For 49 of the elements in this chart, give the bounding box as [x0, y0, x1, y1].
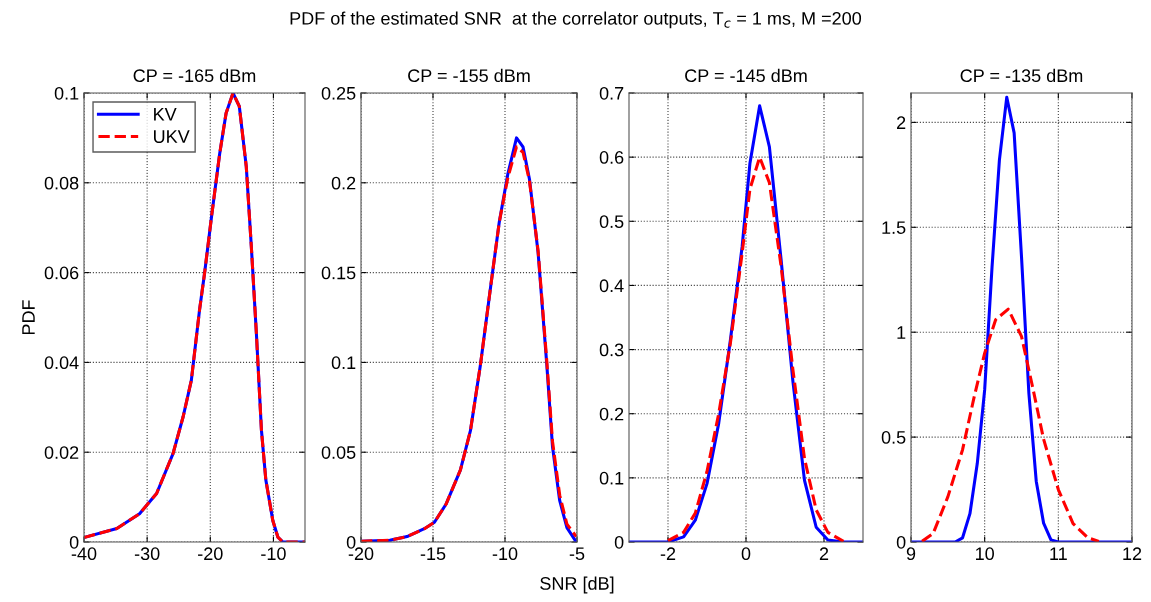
x-tick-label: -10: [492, 547, 518, 561]
chart-title: CP = -155 dBm: [408, 68, 530, 83]
x-tick-label: 12: [1123, 547, 1142, 560]
chart-title: CP = -145 dBm: [685, 68, 807, 83]
x-tick-label: 10: [976, 547, 994, 561]
y-tick-label: 2: [897, 116, 906, 129]
x-tick-label: 11: [1050, 547, 1067, 560]
y-axis-title: PDF: [22, 300, 35, 335]
y-tick-label: 0.1: [599, 471, 624, 485]
y-tick-label: 0: [346, 535, 356, 549]
y-tick-label: 0: [896, 535, 906, 549]
y-tick-label: 0.04: [44, 356, 79, 370]
x-tick-label: -40: [71, 547, 97, 561]
legend-label: UKV: [154, 130, 190, 143]
y-tick-label: 0: [614, 535, 624, 549]
y-tick-label: 0.7: [599, 86, 624, 100]
chart-title: CP = -165 dBm: [133, 68, 256, 83]
x-tick-label: -2: [660, 547, 676, 560]
chart-title: CP = -135 dBm: [960, 68, 1083, 83]
y-tick-label: 0.5: [881, 431, 906, 444]
y-tick-label: 0.15: [321, 266, 356, 280]
x-tick-label: -10: [261, 547, 286, 561]
y-tick-label: 0.1: [54, 86, 79, 100]
y-tick-label: 0.02: [44, 446, 79, 459]
x-tick-label: 2: [819, 547, 829, 560]
y-tick-label: 0.4: [599, 279, 624, 293]
y-tick-label: 0.25: [321, 86, 356, 100]
y-tick-label: 0.2: [599, 407, 624, 421]
text: PDF of the estimated SNR at the correlator outputs, T$_{c}$ = 1 ms, M =200: [290, 11, 862, 29]
y-tick-label: 0.05: [321, 446, 356, 459]
y-tick-label: 1: [897, 326, 906, 339]
y-tick-label: 0.1: [331, 356, 356, 370]
x-tick-label: -30: [134, 547, 160, 561]
y-tick-label: 0.6: [599, 151, 624, 164]
x-tick-label: -15: [420, 547, 446, 561]
y-tick-label: 0.2: [331, 176, 356, 190]
x-tick-label: -20: [198, 547, 223, 561]
x-tick-label: -5: [569, 547, 585, 561]
legend-label: KV: [154, 108, 177, 121]
y-tick-label: 0.08: [44, 176, 79, 190]
y-tick-label: 0.06: [44, 266, 79, 280]
y-tick-label: 0.3: [599, 343, 624, 357]
x-tick-label: 9: [906, 547, 916, 561]
y-tick-label: 0.5: [599, 215, 624, 229]
y-tick-label: 1.5: [882, 221, 906, 234]
x-tick-label: -20: [348, 547, 374, 561]
x-axis-title: SNR [dB]: [540, 576, 614, 594]
x-tick-label: 0: [741, 547, 751, 561]
y-tick-label: 0: [69, 535, 79, 549]
